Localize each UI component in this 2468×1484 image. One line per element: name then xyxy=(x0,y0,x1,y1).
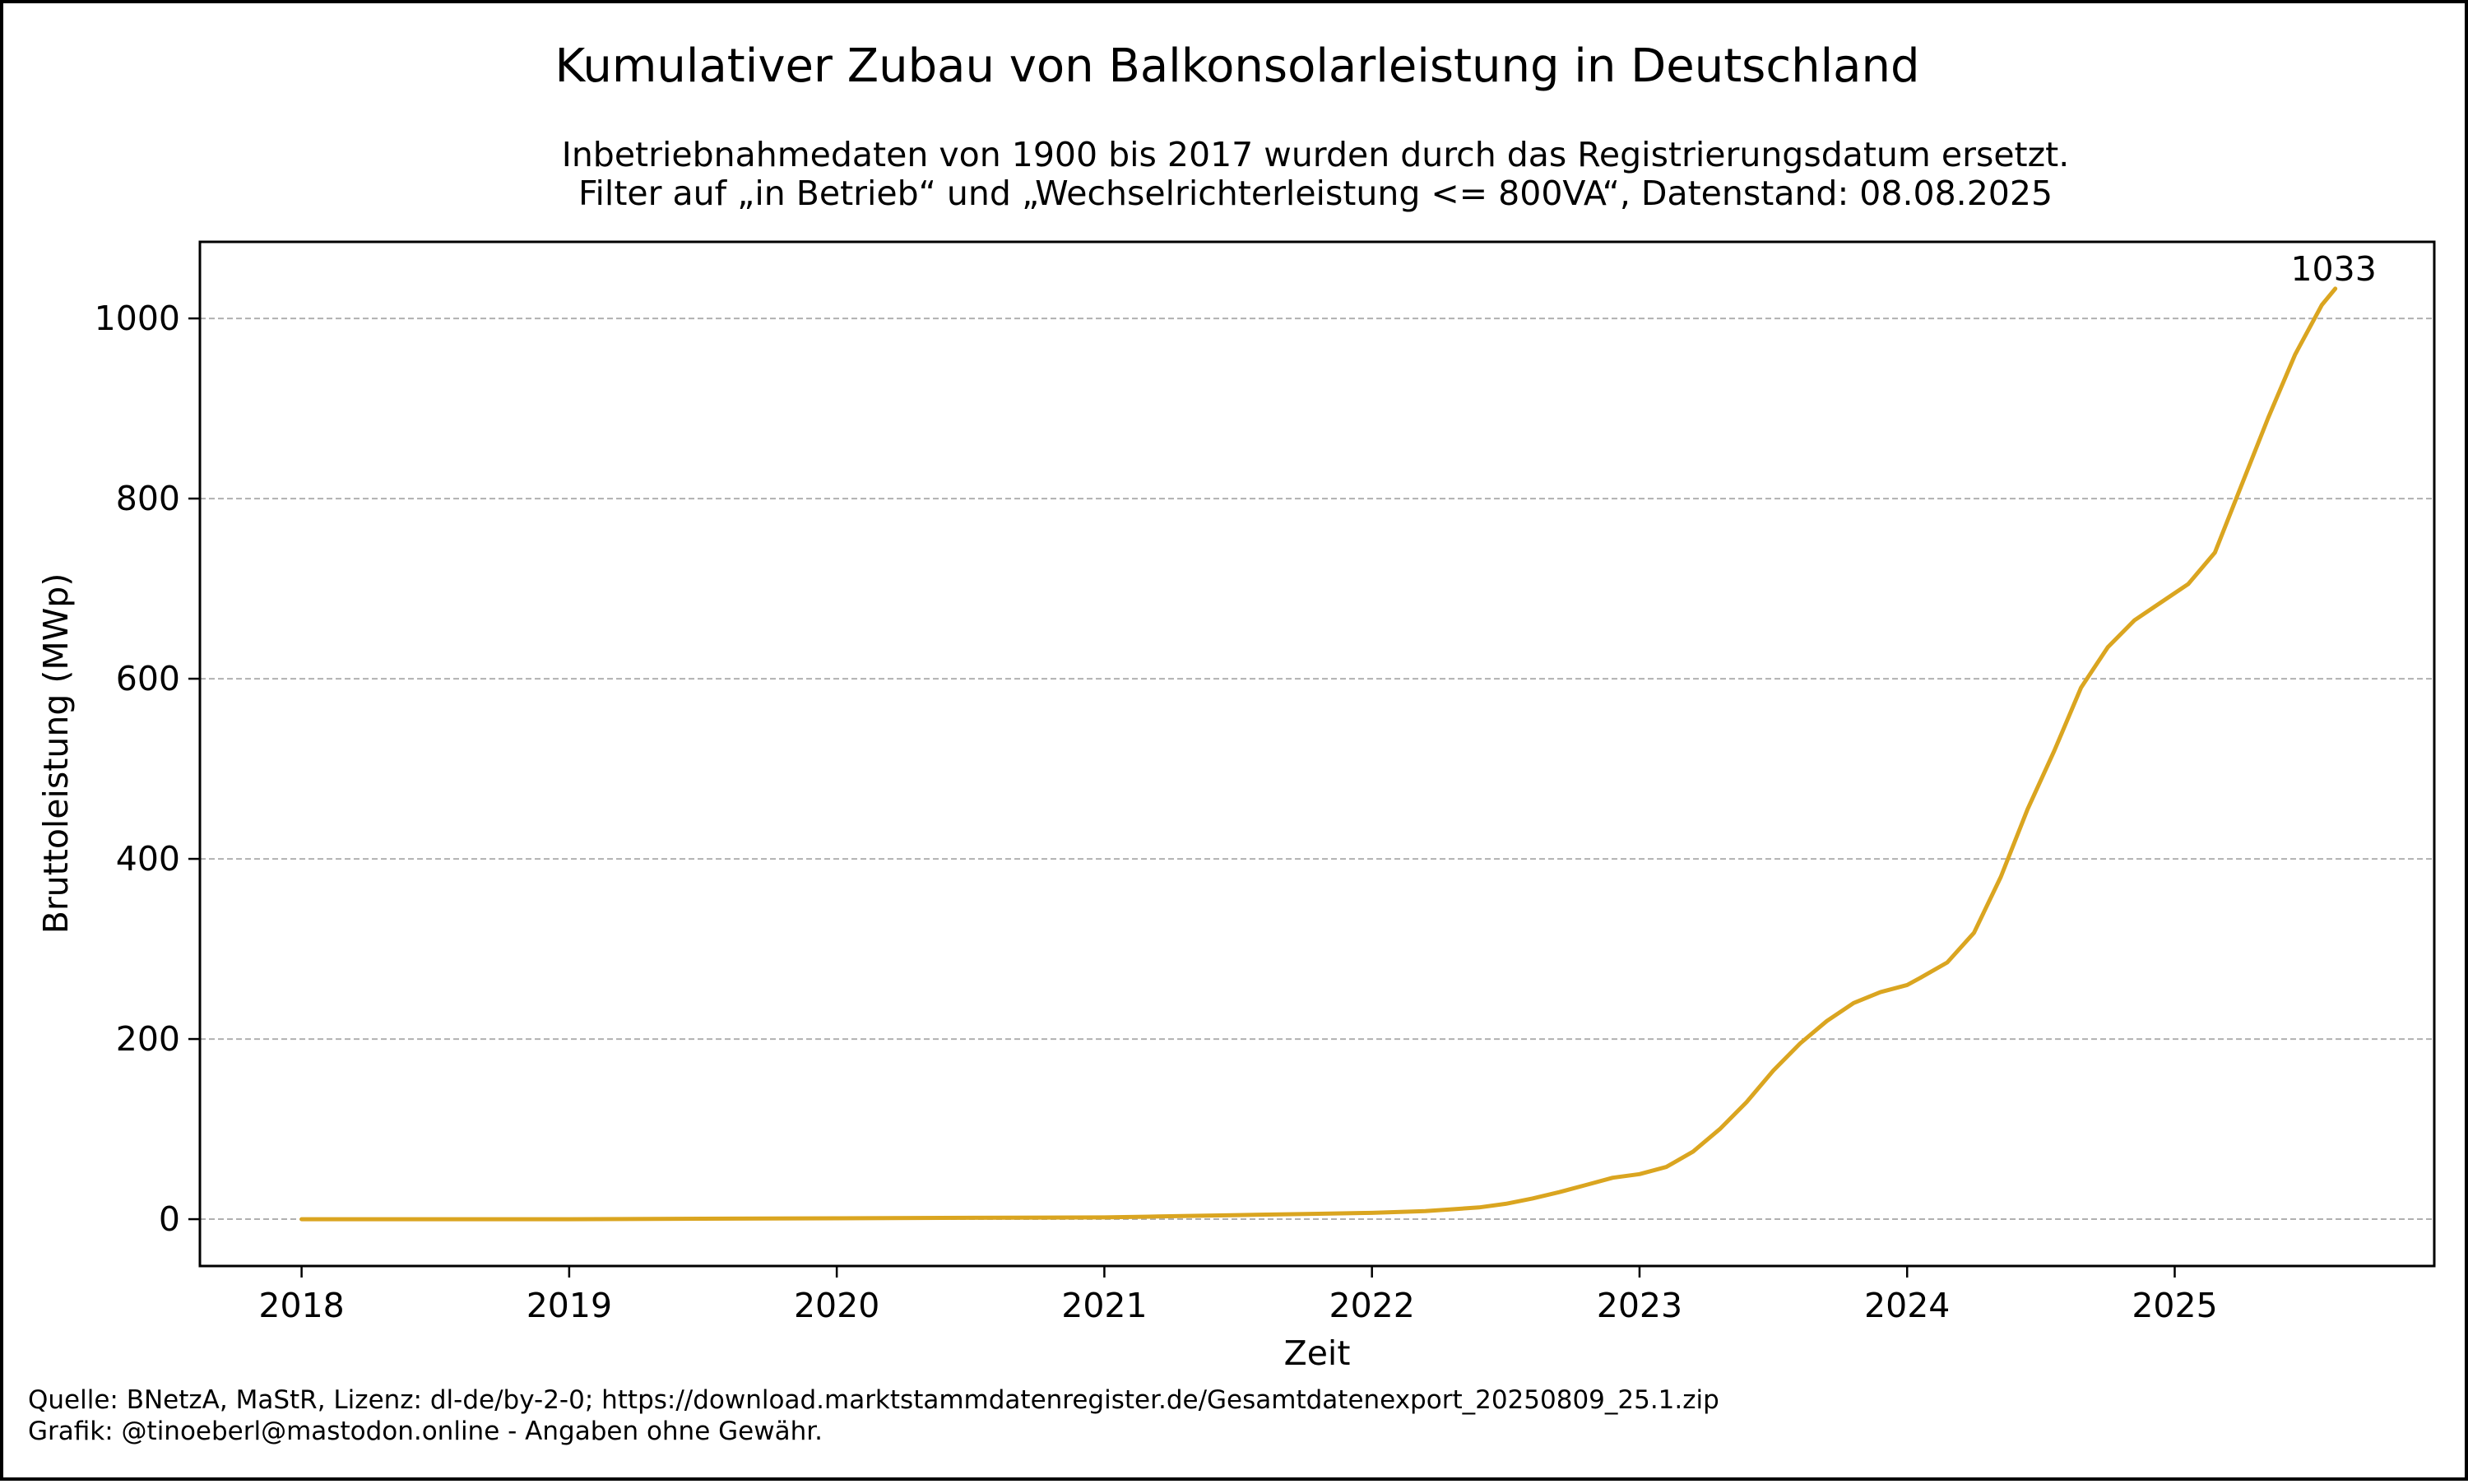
series-line xyxy=(299,286,2338,1222)
x-tick-label: 2024 xyxy=(1864,1286,1950,1325)
y-tick-label: 200 xyxy=(116,1019,180,1059)
y-axis-label: Bruttoleistung (MWp) xyxy=(36,573,76,934)
x-tick-label: 2022 xyxy=(1329,1286,1415,1325)
x-tick-label: 2021 xyxy=(1061,1286,1147,1325)
x-tick-label: 2020 xyxy=(794,1286,879,1325)
end-value-label: 1033 xyxy=(2290,249,2376,289)
x-tick-label: 2019 xyxy=(527,1286,612,1325)
y-tick-label: 400 xyxy=(116,839,180,879)
chart-subtitle-line-2: Filter auf „in Betrieb“ und „Wechselrich… xyxy=(578,174,2053,213)
footer-credit: Grafik: @tinoeberl@mastodon.online - Ang… xyxy=(28,1417,823,1446)
y-tick-label: 600 xyxy=(116,659,180,698)
footer-source: Quelle: BNetzA, MaStR, Lizenz: dl-de/by-… xyxy=(28,1385,1719,1415)
plot-area-frame xyxy=(198,240,2436,1268)
x-tick-label: 2025 xyxy=(2132,1286,2217,1325)
line-layer: 1033 xyxy=(299,249,2377,1222)
x-axis-label: Zeit xyxy=(1284,1333,1351,1373)
y-tick-label: 1000 xyxy=(95,299,180,338)
y-tick-label: 800 xyxy=(116,479,180,518)
axis-layer: 0 200 400 600 800 1000 2018 2019 2020 2021 2022 202… xyxy=(95,299,2218,1325)
chart-title: Kumulativer Zubau von Balkonsolarleistun… xyxy=(554,39,1919,93)
y-tick-label: 0 xyxy=(159,1199,180,1239)
chart-subtitle-line-1: Inbetriebnahmedaten von 1900 bis 2017 wu… xyxy=(562,135,2070,174)
grid-layer xyxy=(200,318,2434,1221)
chart-canvas: Kumulativer Zubau von Balkonsolarleistun… xyxy=(28,39,2436,1446)
x-tick-label: 2018 xyxy=(258,1286,344,1325)
x-tick-label: 2023 xyxy=(1597,1286,1682,1325)
